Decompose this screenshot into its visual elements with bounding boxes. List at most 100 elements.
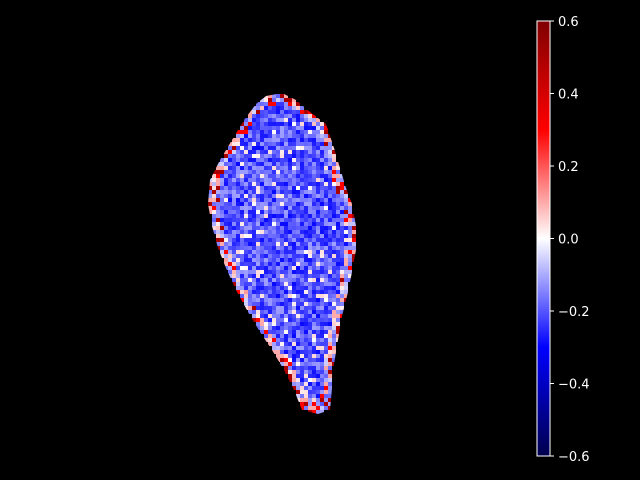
heatmap-cell — [324, 254, 328, 258]
heatmap-cell — [260, 202, 264, 206]
heatmap-cell — [328, 398, 332, 402]
heatmap-cell — [252, 266, 256, 270]
heatmap-cell — [276, 350, 280, 354]
heatmap-cell — [344, 226, 348, 230]
heatmap-cell — [264, 338, 268, 342]
heatmap-cell — [280, 186, 284, 190]
heatmap-cell — [292, 266, 296, 270]
heatmap-cell — [296, 222, 300, 226]
heatmap-cell — [296, 386, 300, 390]
heatmap-cell — [244, 290, 248, 294]
heatmap-cell — [232, 174, 236, 178]
heatmap-cell — [276, 354, 280, 358]
heatmap-cell — [260, 146, 264, 150]
heatmap-cell — [248, 190, 252, 194]
heatmap-cell — [252, 174, 256, 178]
heatmap-cell — [284, 214, 288, 218]
heatmap-cell — [272, 118, 276, 122]
heatmap-cell — [240, 146, 244, 150]
heatmap-cell — [312, 146, 316, 150]
heatmap-cell — [276, 166, 280, 170]
heatmap-cell — [328, 170, 332, 174]
heatmap-cell — [336, 182, 340, 186]
heatmap-cell — [320, 218, 324, 222]
heatmap-cell — [264, 270, 268, 274]
heatmap-cell — [256, 142, 260, 146]
heatmap-cell — [296, 166, 300, 170]
heatmap-cell — [260, 302, 264, 306]
heatmap-cell — [240, 190, 244, 194]
heatmap-cell — [320, 270, 324, 274]
heatmap-cell — [276, 178, 280, 182]
heatmap-cell — [284, 330, 288, 334]
heatmap-cell — [308, 318, 312, 322]
heatmap-cell — [212, 174, 216, 178]
heatmap-cell — [284, 282, 288, 286]
heatmap-cell — [212, 202, 216, 206]
heatmap-cell — [324, 206, 328, 210]
heatmap-cell — [308, 154, 312, 158]
heatmap-cell — [296, 322, 300, 326]
heatmap-cell — [312, 182, 316, 186]
heatmap-cell — [344, 254, 348, 258]
heatmap-cell — [300, 378, 304, 382]
heatmap-cell — [332, 166, 336, 170]
heatmap-cell — [284, 142, 288, 146]
heatmap-cell — [336, 322, 340, 326]
colorbar-gradient — [537, 21, 550, 456]
heatmap-cell — [308, 118, 312, 122]
heatmap-cell — [236, 170, 240, 174]
heatmap-cell — [300, 254, 304, 258]
heatmap-cell — [316, 246, 320, 250]
heatmap-cell — [228, 186, 232, 190]
heatmap-cell — [324, 318, 328, 322]
heatmap-cell — [248, 238, 252, 242]
heatmap-cell — [328, 210, 332, 214]
heatmap-cell — [236, 282, 240, 286]
heatmap-cell — [256, 238, 260, 242]
heatmap-cell — [268, 122, 272, 126]
heatmap-cell — [240, 130, 244, 134]
heatmap-cell — [324, 354, 328, 358]
heatmap-cell — [264, 306, 268, 310]
heatmap-cell — [316, 202, 320, 206]
heatmap-cell — [252, 246, 256, 250]
heatmap-cell — [320, 326, 324, 330]
heatmap-cell — [272, 214, 276, 218]
heatmap-cell — [296, 238, 300, 242]
heatmap-cell — [268, 166, 272, 170]
heatmap-cell — [244, 298, 248, 302]
heatmap-cell — [340, 310, 344, 314]
heatmap-cell — [260, 102, 264, 106]
heatmap-cell — [308, 298, 312, 302]
heatmap-cell — [292, 378, 296, 382]
heatmap-cell — [304, 310, 308, 314]
heatmap-cell — [240, 154, 244, 158]
heatmap-cell — [300, 238, 304, 242]
heatmap-cell — [264, 246, 268, 250]
heatmap-cell — [288, 302, 292, 306]
heatmap-cell — [300, 306, 304, 310]
heatmap-cell — [304, 270, 308, 274]
heatmap-cell — [324, 262, 328, 266]
heatmap-cell — [224, 154, 228, 158]
heatmap-cell — [292, 374, 296, 378]
heatmap-cell — [336, 186, 340, 190]
heatmap-cell — [324, 398, 328, 402]
heatmap-cell — [264, 242, 268, 246]
heatmap-cell — [280, 166, 284, 170]
heatmap-cell — [292, 318, 296, 322]
heatmap-cell — [320, 210, 324, 214]
heatmap-cell — [232, 238, 236, 242]
heatmap-cell — [344, 262, 348, 266]
heatmap-cell — [304, 386, 308, 390]
heatmap-cell — [288, 154, 292, 158]
heatmap-cell — [292, 294, 296, 298]
heatmap-cell — [272, 194, 276, 198]
heatmap-cell — [328, 246, 332, 250]
heatmap-cell — [312, 198, 316, 202]
heatmap-cell — [224, 150, 228, 154]
heatmap-cell — [308, 390, 312, 394]
heatmap-cell — [336, 314, 340, 318]
heatmap-cell — [276, 262, 280, 266]
